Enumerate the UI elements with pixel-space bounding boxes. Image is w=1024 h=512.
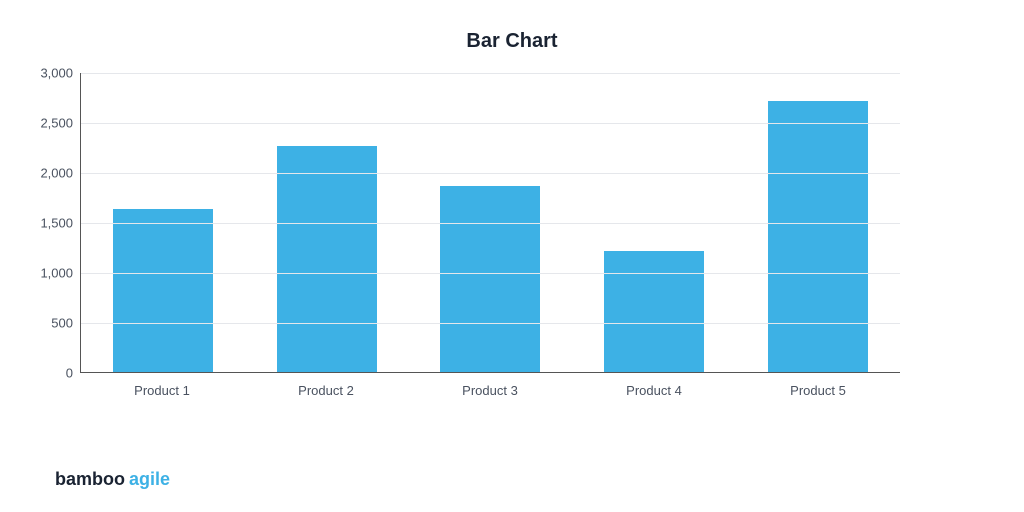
brand-logo: bambooagile <box>55 469 170 490</box>
bar <box>768 101 868 372</box>
chart-title: Bar Chart <box>50 30 974 53</box>
bar <box>604 251 704 372</box>
x-tick-label: Product 5 <box>768 383 868 398</box>
logo-word-1: bamboo <box>55 469 125 489</box>
x-tick-label: Product 1 <box>112 383 212 398</box>
bar <box>113 209 213 372</box>
y-tick-label: 0 <box>66 366 81 381</box>
y-tick-label: 2,000 <box>40 166 81 181</box>
gridline <box>81 223 900 224</box>
y-tick-label: 2,500 <box>40 116 81 131</box>
gridline <box>81 323 900 324</box>
gridline <box>81 173 900 174</box>
chart-wrap: 05001,0001,5002,0002,5003,000 Product 1P… <box>80 73 944 398</box>
plot-area: 05001,0001,5002,0002,5003,000 <box>80 73 900 373</box>
y-tick-label: 1,000 <box>40 266 81 281</box>
bar <box>440 186 540 372</box>
x-axis-labels: Product 1 Product 2 Product 3 Product 4 Prod… <box>80 383 900 398</box>
chart-container: Bar Chart 05001,0001,5002,0002,5003,000 … <box>0 0 1024 512</box>
y-tick-label: 500 <box>51 316 81 331</box>
gridline <box>81 123 900 124</box>
x-tick-label: Product 4 <box>604 383 704 398</box>
logo-word-2: agile <box>129 469 170 489</box>
y-tick-label: 1,500 <box>40 216 81 231</box>
gridline <box>81 73 900 74</box>
y-tick-label: 3,000 <box>40 66 81 81</box>
x-tick-label: Product 3 <box>440 383 540 398</box>
x-tick-label: Product 2 <box>276 383 376 398</box>
bar <box>277 146 377 372</box>
gridline <box>81 273 900 274</box>
